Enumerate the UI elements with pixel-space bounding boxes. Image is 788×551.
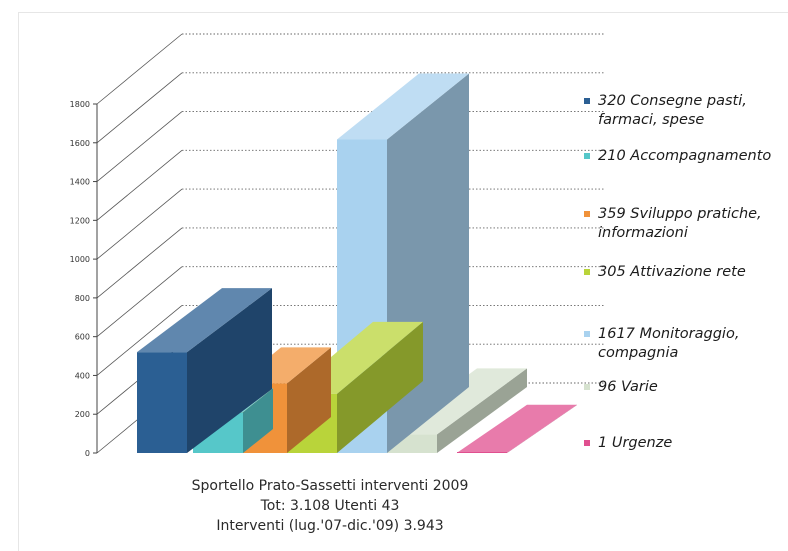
y-tick-label: 1400	[70, 178, 90, 187]
gridline-depth	[96, 188, 183, 260]
y-tick-label: 0	[85, 449, 90, 458]
y-tick-label: 800	[75, 294, 90, 303]
legend-label-line: 320 Consegne pasti,	[598, 93, 747, 109]
bar-side	[187, 288, 272, 453]
y-tick-label: 1200	[70, 216, 90, 225]
frame-border-left	[18, 12, 19, 551]
gridline-depth	[96, 72, 183, 144]
legend-swatch	[584, 98, 590, 104]
bar-top	[457, 404, 577, 453]
legend-label-line: farmaci, spese	[598, 112, 705, 128]
gridline-depth	[96, 305, 183, 376]
legend-label: 359 Sviluppo pratiche, informazioni	[598, 205, 762, 243]
caption-line: Tot: 3.108 Utenti 43	[260, 498, 400, 514]
bar-side	[243, 388, 273, 453]
legend-label-line: informazioni	[598, 225, 688, 241]
gridline-depth	[96, 150, 183, 221]
bars	[137, 73, 577, 454]
legend-label-line: 96 Varie	[598, 379, 658, 395]
bar-side	[507, 404, 577, 453]
legend-label-line: 1 Urgenze	[598, 435, 673, 451]
gridline-depth	[96, 111, 183, 182]
bar-top	[137, 288, 272, 353]
legend-label: 1 Urgenze	[598, 434, 672, 453]
legend-swatch	[584, 269, 590, 275]
legend-label-line: 305 Attivazione rete	[598, 264, 746, 280]
bar	[457, 404, 577, 453]
legend-label-line: 1617 Monitoraggio,	[598, 326, 740, 342]
legend-label: 305 Attivazione rete	[598, 263, 746, 282]
bar-side	[437, 368, 527, 453]
legend-swatch	[584, 153, 590, 159]
y-tick-label: 200	[75, 410, 90, 419]
bar-side	[287, 347, 331, 453]
y-tick-label: 1800	[70, 100, 90, 109]
legend-swatch	[584, 331, 590, 337]
gridline-depth	[96, 266, 183, 337]
bar-front	[137, 352, 187, 453]
legend: 320 Consegne pasti, farmaci, spese 210 A…	[582, 92, 788, 472]
y-axis: 0 200 400 600 800 1000 1200 1400 1600 1800	[70, 100, 98, 458]
gridline-depth	[96, 227, 183, 299]
gridline-depth	[96, 33, 183, 105]
y-tick-label: 400	[75, 371, 90, 380]
legend-label-line: compagnia	[598, 345, 679, 361]
legend-label-line: 210 Accompagnamento	[598, 148, 772, 164]
bar-front	[457, 452, 507, 453]
chart-caption: Sportello Prato-Sassetti interventi 2009…	[110, 476, 550, 536]
legend-label-line: 359 Sviluppo pratiche,	[598, 206, 762, 222]
legend-label: 1617 Monitoraggio, compagnia	[598, 325, 739, 363]
legend-label: 320 Consegne pasti, farmaci, spese	[598, 92, 747, 130]
legend-swatch	[584, 440, 590, 446]
y-tick-label: 600	[75, 333, 90, 342]
y-tick-label: 1600	[70, 139, 90, 148]
legend-swatch	[584, 211, 590, 217]
caption-line: Sportello Prato-Sassetti interventi 2009	[191, 478, 469, 494]
legend-label: 210 Accompagnamento	[598, 147, 771, 166]
bar-top	[337, 73, 469, 140]
frame-border-top	[18, 12, 788, 13]
bar-side	[337, 321, 423, 453]
legend-swatch	[584, 384, 590, 390]
legend-label: 96 Varie	[598, 378, 658, 397]
caption-line: Interventi (lug.'07-dic.'09) 3.943	[216, 518, 444, 534]
bar	[137, 288, 272, 453]
y-tick-label: 1000	[70, 255, 90, 264]
